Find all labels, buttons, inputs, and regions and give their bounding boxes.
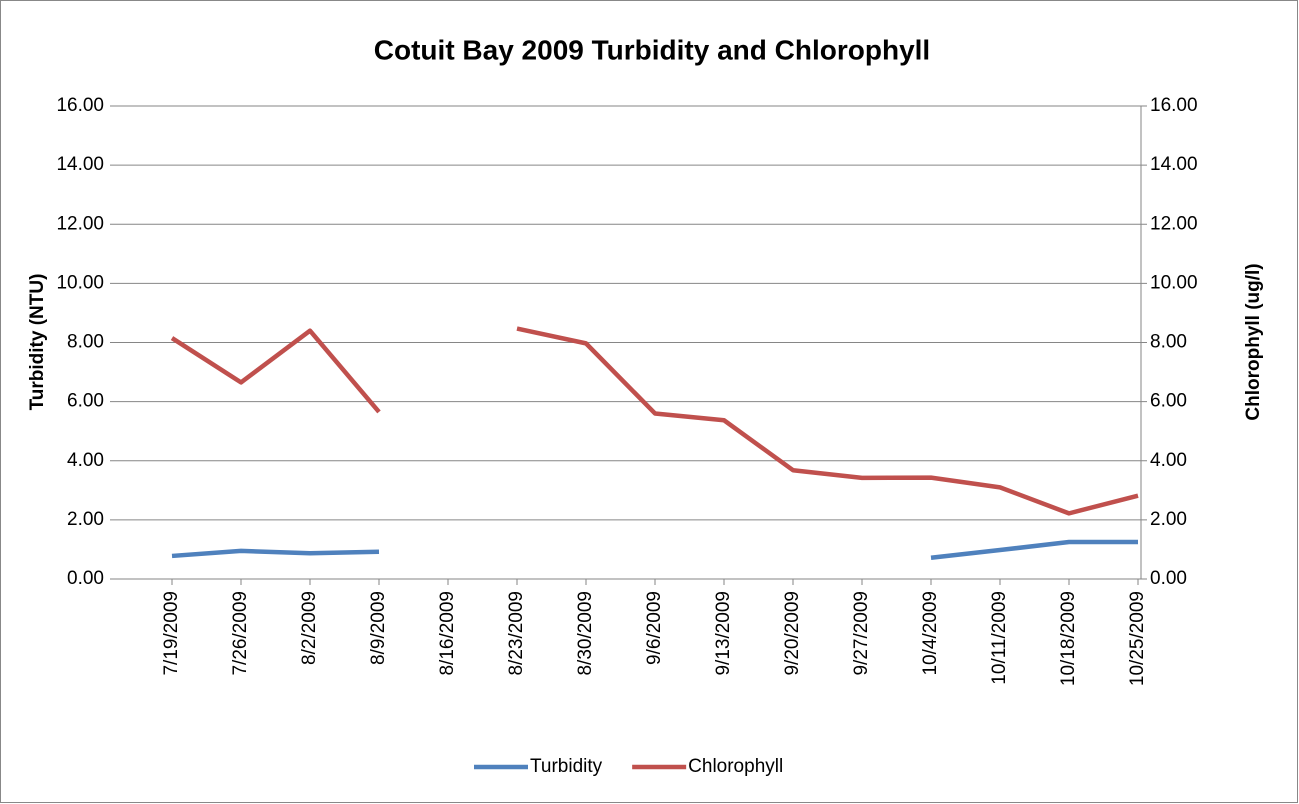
x-tick-label: 10/18/2009 <box>1058 591 1079 686</box>
y-tick-label: 6.00 <box>67 391 104 412</box>
y-tick-label: 12.00 <box>56 213 104 234</box>
legend-label: Turbidity <box>530 756 603 777</box>
x-tick-label: 8/30/2009 <box>575 591 596 676</box>
x-tick-label: 8/2/2009 <box>299 591 320 665</box>
y-axis-title: Turbidity (NTU) <box>27 274 48 411</box>
x-tick-label: 10/4/2009 <box>920 591 941 676</box>
x-tick-label: 8/9/2009 <box>368 591 389 665</box>
x-tick-label: 9/27/2009 <box>851 591 872 676</box>
series-line <box>171 539 1138 560</box>
y-tick-label: 8.00 <box>67 332 104 353</box>
y2-tick-label: 0.00 <box>1150 568 1187 589</box>
y2-tick-label: 16.00 <box>1150 95 1198 116</box>
y-tick-label: 0.00 <box>67 568 104 589</box>
x-tick-label: 9/6/2009 <box>644 591 665 665</box>
y2-axis-title: Chlorophyll (ug/l) <box>1243 263 1264 420</box>
series-line <box>170 326 1139 516</box>
y-tick-label: 14.00 <box>56 154 104 175</box>
y2-tick-label: 2.00 <box>1150 509 1187 530</box>
x-tick-label: 9/13/2009 <box>713 591 734 676</box>
x-tick-label: 7/19/2009 <box>161 591 182 676</box>
y2-tick-label: 10.00 <box>1150 272 1198 293</box>
y2-tick-label: 6.00 <box>1150 391 1187 412</box>
y-tick-label: 16.00 <box>56 95 104 116</box>
y2-tick-label: 4.00 <box>1150 450 1187 471</box>
y-tick-label: 2.00 <box>67 509 104 530</box>
legend-label: Chlorophyll <box>688 756 783 777</box>
x-tick-label: 8/23/2009 <box>506 591 527 676</box>
x-tick-label: 10/11/2009 <box>989 591 1010 685</box>
x-tick-label: 9/20/2009 <box>782 591 803 676</box>
chart-title: Cotuit Bay 2009 Turbidity and Chlorophyl… <box>374 34 930 65</box>
x-tick-label: 7/26/2009 <box>230 591 251 676</box>
y2-tick-label: 14.00 <box>1150 154 1198 175</box>
x-tick-label: 10/25/2009 <box>1127 591 1148 686</box>
y-tick-label: 4.00 <box>67 450 104 471</box>
y-tick-label: 10.00 <box>56 272 104 293</box>
y2-tick-label: 8.00 <box>1150 332 1187 353</box>
x-tick-label: 8/16/2009 <box>437 591 458 676</box>
y2-tick-label: 12.00 <box>1150 213 1198 234</box>
